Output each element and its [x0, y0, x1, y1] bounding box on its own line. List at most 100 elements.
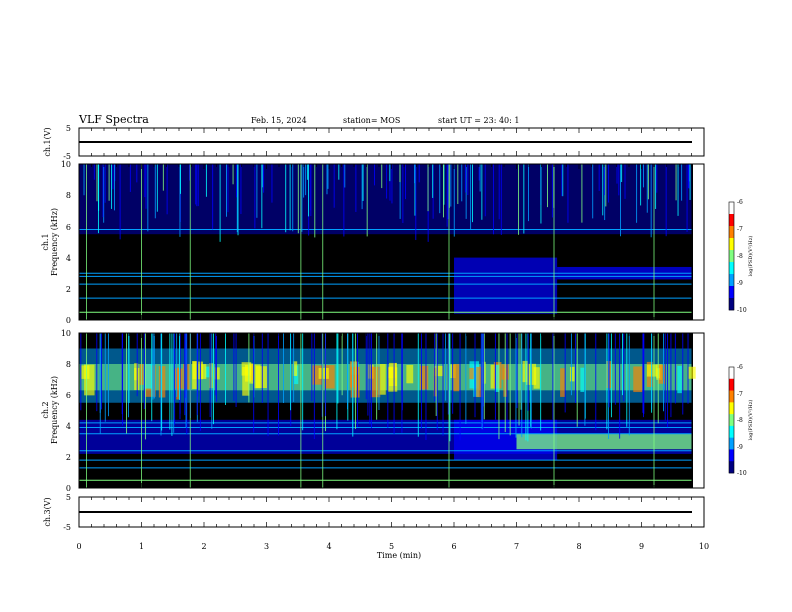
emission-burst [143, 363, 152, 389]
ch1-colorbar-frame [728, 201, 735, 311]
ch1-colorbar-tick: -7 [737, 226, 743, 233]
ch1-frequency-axis-label: ch.1Frequency (kHz) [41, 208, 59, 276]
emission-burst [580, 367, 585, 392]
emission-burst [312, 365, 323, 385]
colorbar-segment [729, 378, 734, 391]
ch1-ytick-label: 2 [66, 285, 71, 294]
station-label: station= MOS [343, 116, 400, 125]
ch1-colorbar-gradient [729, 202, 734, 311]
broadband-block [454, 257, 558, 314]
ch1-colorbar-tick: -10 [737, 307, 747, 314]
ch2-spectrogram-frame [78, 332, 705, 489]
ch3-voltage-ylabel: ch.3(V) [43, 497, 52, 526]
ch2-ytick-label: 10 [61, 329, 71, 338]
axis-label-line: Frequency (kHz) [50, 208, 59, 276]
ch1-voltage-ytick-bottom: -5 [63, 152, 71, 161]
colorbar-segment [729, 262, 734, 275]
ch1-colorbar-tick: -9 [737, 280, 743, 287]
emission-burst [318, 367, 329, 379]
emission-burst [677, 365, 682, 394]
emission-burst [420, 365, 429, 390]
emission-burst [204, 366, 213, 378]
elevated-block [516, 433, 692, 450]
xtick-label: 7 [514, 542, 519, 551]
emission-burst [209, 363, 214, 389]
ch1-voltage-ytick-top: 5 [66, 124, 71, 133]
emission-burst [657, 364, 666, 384]
ch1-voltage-ylabel: ch.1(V) [43, 127, 52, 156]
emission-burst [81, 365, 90, 379]
ch2-colorbar-tick: -8 [737, 417, 743, 424]
emission-burst [522, 360, 528, 383]
xtick-label: 9 [639, 542, 644, 551]
ch1-spectrogram-frame [78, 163, 705, 321]
emission-burst [633, 366, 643, 393]
emission-burst [256, 366, 267, 389]
ch1-frequency-tick-labels: 0 2 4 6 8 10 [61, 160, 71, 325]
xtick-label: 0 [76, 542, 81, 551]
ch2-colorbar-tick: -9 [737, 444, 743, 451]
emission-burst [176, 367, 181, 400]
emission-burst [387, 367, 398, 392]
ch1-ytick-label: 10 [61, 160, 71, 169]
emission-burst [201, 364, 207, 379]
colorbar-segment [729, 274, 734, 287]
ch2-colorbar-frame [728, 366, 735, 474]
emission-burst [433, 367, 438, 397]
colorbar-segment [729, 250, 734, 263]
xtick-label: 8 [576, 542, 581, 551]
date-label: Feb. 15, 2024 [251, 116, 307, 125]
start-time-label: start UT = 23: 40: 1 [438, 116, 519, 125]
emission-burst [292, 361, 298, 376]
ch1-colorbar-tick: -6 [737, 199, 743, 206]
xtick-label: 6 [451, 542, 456, 551]
xtick-label: 10 [699, 542, 709, 551]
colorbar-segment [729, 226, 734, 239]
colorbar-segment [729, 402, 734, 415]
emission-burst [476, 366, 484, 398]
emission-burst [688, 366, 696, 379]
ch1-colorbar-tick: -8 [737, 253, 743, 260]
ch3-voltage-ytick-top: 5 [66, 493, 71, 502]
ch2-spectrogram-panel: 0 2 4 6 8 10 ch.2Frequency (kHz) [41, 329, 705, 493]
figure-header: VLF Spectra Feb. 15, 2024 station= MOS s… [78, 113, 519, 126]
colorbar-segment [729, 214, 734, 227]
ch1-voltage-frame [78, 127, 705, 157]
ch1-spectrogram-panel: 0 2 4 6 8 10 ch.1Frequency (kHz) [41, 160, 705, 325]
emission-burst [453, 364, 460, 392]
emission-burst [324, 365, 335, 389]
ch2-colorbar-tick: -10 [737, 470, 747, 477]
time-axis-tick-labels: 0 1 2 3 4 5 6 7 8 9 10 [76, 542, 709, 551]
colorbar-segment [729, 461, 734, 474]
axis-label-line: ch.1 [41, 233, 50, 250]
ch1-ytick-label: 6 [66, 223, 71, 232]
colorbar-segment [729, 298, 734, 311]
xtick-label: 2 [201, 542, 206, 551]
ch2-colorbar-gradient [729, 367, 734, 474]
xtick-label: 3 [264, 542, 269, 551]
ch2-ytick-label: 4 [66, 422, 71, 431]
colorbar-segment [729, 437, 734, 450]
emission-burst [214, 367, 220, 380]
ch2-frequency-axis-label: ch.2Frequency (kHz) [41, 376, 59, 444]
xtick-label: 1 [139, 542, 144, 551]
axis-label-line: Frequency (kHz) [50, 376, 59, 444]
ch1-spectrogram-image [79, 164, 692, 320]
ch2-spectrogram-image [79, 333, 696, 488]
axis-label-line: ch.2 [41, 401, 50, 418]
ch1-ytick-label: 0 [66, 316, 71, 325]
sferic-band [79, 164, 692, 235]
ch2-ytick-label: 8 [66, 360, 71, 369]
ch1-colorbar-label: log(PSD)(V²/Hz) [747, 236, 754, 277]
xtick-label: 4 [326, 542, 331, 551]
emission-burst [377, 363, 386, 395]
colorbar-segment [729, 390, 734, 403]
emission-burst [84, 364, 95, 396]
colorbar-segment [729, 286, 734, 299]
time-axis-label: Time (min) [377, 551, 421, 560]
emission-burst [494, 364, 500, 392]
emission-burst [569, 366, 575, 382]
ch2-colorbar-tick: -6 [737, 364, 743, 371]
colorbar-segment [729, 238, 734, 251]
emission-burst [533, 367, 540, 389]
